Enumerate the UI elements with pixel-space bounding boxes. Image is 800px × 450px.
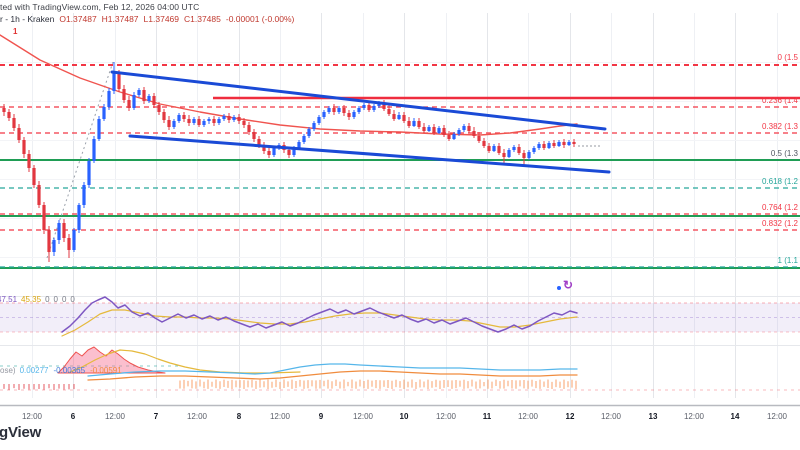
rsi-ma-line [61,309,578,337]
ohlc-value: L1.37469 [143,14,179,24]
time-axis-label: 12:00 [517,412,539,421]
fib-level-label-0.764: 0.764 (1.2 [761,203,798,212]
replay-cursor-icon[interactable]: ↻ [556,278,578,294]
rsi-value: 47.51 [0,295,18,304]
rsi-band [0,303,800,332]
time-axis-label: 12:00 [186,412,208,421]
fib-level-label-0.236: 0.236 (1.4 [761,96,798,105]
indicator-value: -0.00365 [53,366,86,375]
fib-level-label-0.618: 0.618 (1.2 [761,177,798,186]
fib-level-label-0.5: 0.5 (1.3 [770,149,798,158]
time-axis-label: 12:00 [104,412,126,421]
indicator-value: -0.00591 [90,366,122,375]
time-axis-label: 10 [399,412,409,421]
fib-level-label-0.832: 0.832 (1.2 [761,219,798,228]
rsi-line [61,296,578,333]
time-axis-label: 14 [730,412,740,421]
time-axis-label: 7 [153,412,159,421]
time-axis-label: 12 [565,412,575,421]
stray-indicator-digit: 1 [13,27,18,36]
time-axis-label: 12:00 [435,412,457,421]
time-axis-label: 12:00 [683,412,705,421]
symbol-ohlc-row: r - 1h - Kraken O1.37487 H1.37487 L1.37469 C… [0,14,299,24]
fib-level-label-0: 0 (1.5 [777,53,798,62]
lower-pink-area [57,346,166,374]
time-axis-label: 6 [70,412,76,421]
rsi-extra-value: 0 [70,295,75,304]
trend-line-upper-channel[interactable] [110,70,607,131]
rsi-extra-value: 0 [45,295,50,304]
fib-level-label-1: 1 (1.1 [777,256,798,265]
time-axis-label: 12:00 [269,412,291,421]
trend-line-lower-channel[interactable] [128,134,611,174]
fib-level-label-0.382: 0.382 (1.3 [761,122,798,131]
time-axis-label: 13 [648,412,658,421]
rsi-extra-value: 0 [53,295,58,304]
indicator-name-tail: ose) [0,366,16,375]
lower-indicator-values-row: ose) 0.00277 -0.00365 -0.00591 [0,366,127,375]
time-axis-label: 8 [236,412,242,421]
rsi-ma-value: 45.35 [21,295,42,304]
lower-orange-line [87,370,578,381]
ohlc-value: C1.37485 [184,14,221,24]
symbol-interval-exchange: r - 1h - Kraken [0,14,55,24]
time-axis-label: 12:00 [766,412,788,421]
time-axis-label: 12:00 [600,412,622,421]
cursor-dot [557,286,561,290]
time-axis-label: 9 [318,412,324,421]
ohlc-value: O1.37487 [59,14,97,24]
ohlc-value: H1.37487 [101,14,139,24]
time-axis-label: 12:00 [352,412,374,421]
time-axis-label: 11 [482,412,492,421]
time-axis-label: 12:00 [21,412,43,421]
circular-arrow-icon: ↻ [563,278,574,292]
attribution-text: ted with TradingView.com, Feb 12, 2026 0… [0,2,200,12]
moving-average-line [0,34,578,136]
tradingview-logo[interactable]: gView [0,424,42,441]
ohlc-value: -0.00001 (-0.00%) [225,14,295,24]
lower-blue-line [87,363,578,377]
rsi-extra-value: 0 [61,295,67,304]
indicator-value: 0.00277 [19,366,49,375]
